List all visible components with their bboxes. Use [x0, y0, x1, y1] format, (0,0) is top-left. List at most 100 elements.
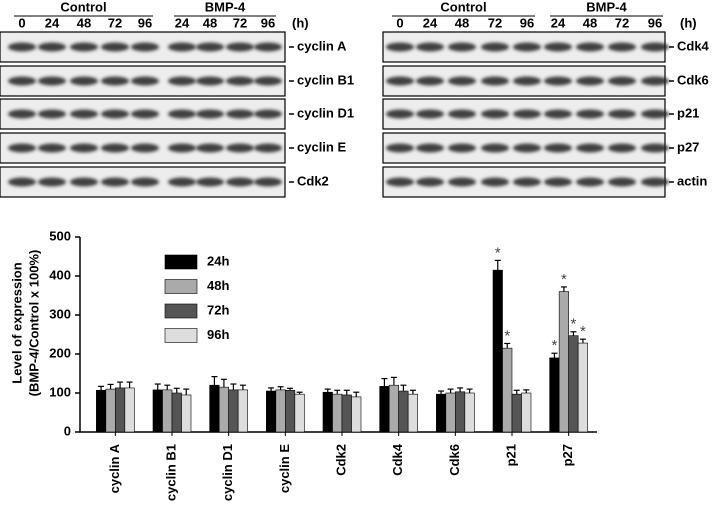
- x-tick-label: Cdk2: [333, 444, 348, 476]
- band: [544, 177, 572, 187]
- band: [8, 109, 36, 119]
- bar: [568, 335, 579, 433]
- band: [70, 143, 98, 153]
- band: [8, 76, 36, 86]
- band: [131, 42, 159, 52]
- band: [131, 109, 159, 119]
- band: [448, 42, 476, 52]
- legend-label: 72h: [207, 302, 229, 317]
- band: [101, 76, 129, 86]
- band: [386, 143, 414, 153]
- row-label: p27: [677, 139, 699, 154]
- x-tick-label: p21: [503, 444, 518, 466]
- band: [8, 143, 36, 153]
- bar: [124, 387, 135, 433]
- band: [544, 109, 572, 119]
- band: [416, 143, 444, 153]
- bar: [549, 357, 560, 433]
- band: [608, 177, 636, 187]
- bar: [398, 390, 409, 433]
- lane-label: 48: [77, 15, 91, 30]
- row-label: cyclin B1: [297, 72, 354, 87]
- y-tick-label: 0: [64, 423, 71, 438]
- x-tick-label: Cdk4: [390, 443, 405, 476]
- band: [641, 42, 669, 52]
- bar: [407, 393, 418, 433]
- lane-label: 0: [396, 15, 403, 30]
- row-label: cyclin E: [297, 139, 346, 154]
- band: [641, 177, 669, 187]
- band: [481, 76, 509, 86]
- band: [448, 109, 476, 119]
- band: [168, 109, 196, 119]
- lane-label: 48: [455, 15, 469, 30]
- group-label: BMP-4: [205, 0, 246, 14]
- band: [8, 177, 36, 187]
- legend-label: 96h: [207, 327, 229, 342]
- bar: [351, 396, 362, 433]
- significance-marker: *: [580, 323, 586, 340]
- bar: [105, 388, 116, 433]
- band: [226, 42, 254, 52]
- band: [608, 143, 636, 153]
- bar: [341, 394, 352, 433]
- significance-marker: *: [495, 244, 501, 261]
- lane-label: 48: [203, 15, 217, 30]
- band: [196, 177, 224, 187]
- row-label: p21: [677, 105, 699, 120]
- bar: [275, 389, 286, 433]
- band: [576, 143, 604, 153]
- bar: [521, 392, 532, 433]
- lane-label: 96: [138, 15, 152, 30]
- y-tick-label: 100: [49, 384, 71, 399]
- band: [513, 76, 541, 86]
- band: [513, 109, 541, 119]
- band: [254, 42, 282, 52]
- band: [168, 42, 196, 52]
- band: [101, 42, 129, 52]
- band: [131, 143, 159, 153]
- lane-label: 72: [108, 15, 122, 30]
- band: [196, 42, 224, 52]
- x-tick-label: cyclin A: [107, 443, 122, 493]
- y-axis-label: (BMP-4/Control x 100%): [26, 250, 41, 397]
- bar: [388, 384, 399, 433]
- band: [448, 76, 476, 86]
- band: [131, 76, 159, 86]
- y-axis-label: Level of expression: [9, 262, 24, 383]
- band: [101, 109, 129, 119]
- band: [544, 76, 572, 86]
- bar: [379, 386, 390, 433]
- band: [38, 42, 66, 52]
- x-tick-label: cyclin B1: [163, 444, 178, 501]
- band: [131, 177, 159, 187]
- y-tick-label: 300: [49, 306, 71, 321]
- band: [226, 177, 254, 187]
- significance-marker: *: [561, 271, 567, 288]
- bar: [171, 392, 182, 433]
- bar: [162, 389, 173, 433]
- x-tick-label: Cdk6: [447, 444, 462, 476]
- lane-label: 72: [488, 15, 502, 30]
- lane-label: 24: [45, 15, 60, 30]
- row-label: actin: [677, 173, 707, 188]
- lane-label: 48: [583, 15, 597, 30]
- lane-label: 96: [648, 15, 662, 30]
- band: [576, 76, 604, 86]
- band: [608, 109, 636, 119]
- band: [481, 177, 509, 187]
- group-label: Control: [60, 0, 106, 14]
- band: [416, 109, 444, 119]
- band: [416, 76, 444, 86]
- band: [254, 76, 282, 86]
- band: [168, 177, 196, 187]
- legend-label: 24h: [207, 253, 229, 268]
- band: [226, 76, 254, 86]
- band: [386, 177, 414, 187]
- band: [641, 109, 669, 119]
- band: [386, 76, 414, 86]
- legend-label: 48h: [207, 278, 229, 293]
- band: [481, 42, 509, 52]
- unit-label: (h): [680, 15, 697, 30]
- bar: [294, 393, 305, 433]
